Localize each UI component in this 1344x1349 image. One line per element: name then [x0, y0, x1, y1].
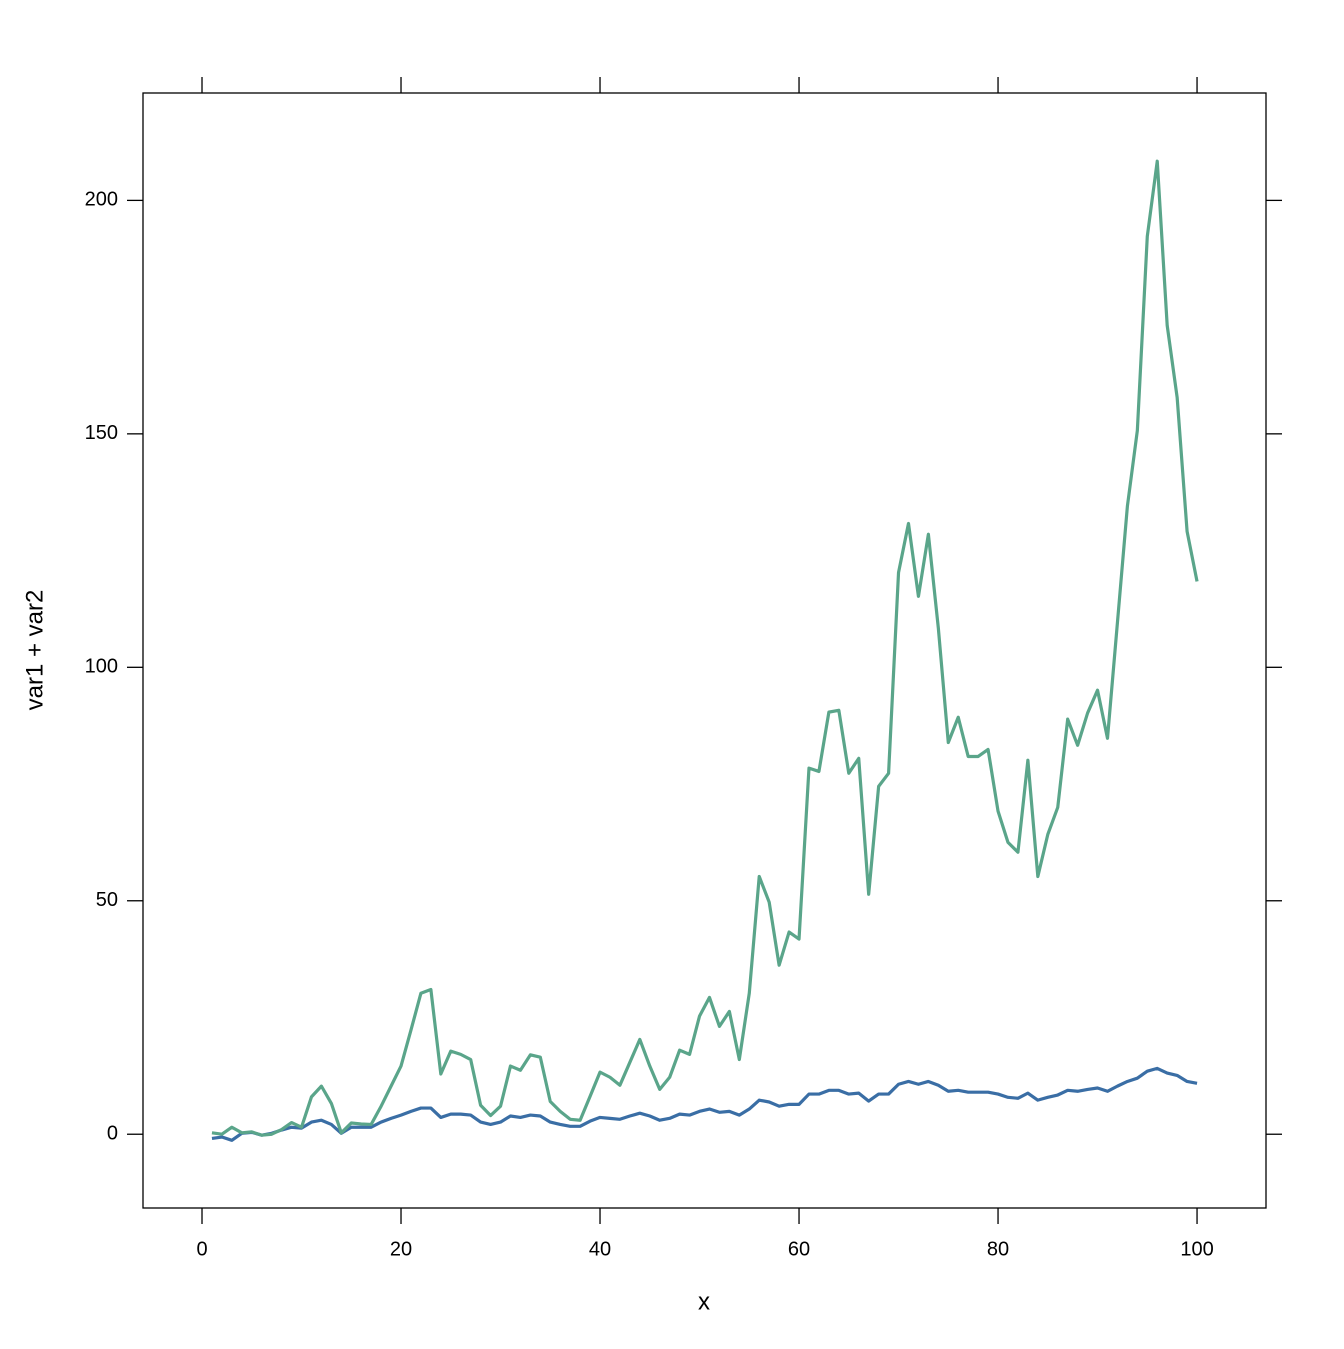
y-tick-label: 150 [85, 422, 118, 444]
x-tick-label: 40 [589, 1238, 611, 1260]
x-tick-label: 0 [196, 1238, 207, 1260]
x-tick-label: 20 [390, 1238, 412, 1260]
y-tick-label: 200 [85, 189, 118, 211]
y-tick-label: 50 [96, 889, 118, 911]
x-tick-label: 60 [788, 1238, 810, 1260]
series-line [211, 159, 1199, 1137]
y-tick-label: 100 [85, 656, 118, 678]
x-tick-label: 80 [987, 1238, 1009, 1260]
plot-frame [142, 92, 1267, 1209]
x-tick-label: 100 [1180, 1238, 1213, 1260]
y-axis-label: var1 + var2 [21, 590, 48, 711]
series-line [211, 1066, 1198, 1142]
x-axis-label: x [698, 1288, 710, 1315]
y-tick-label: 0 [107, 1123, 118, 1145]
